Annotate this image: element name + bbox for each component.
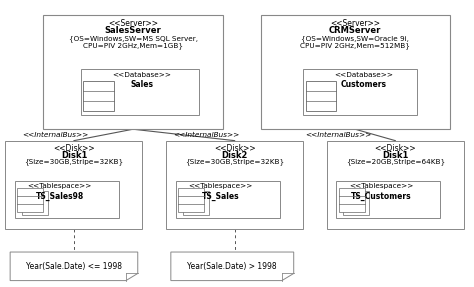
Text: TS_Sales: TS_Sales (201, 191, 239, 201)
Text: CPU=PIV 2GHz,Mem=1GB}: CPU=PIV 2GHz,Mem=1GB} (83, 42, 183, 49)
Text: <<InternalBus>>: <<InternalBus>> (22, 132, 88, 138)
Text: <<Server>>: <<Server>> (108, 19, 158, 28)
Text: <<Disk>>: <<Disk>> (374, 144, 416, 153)
Text: Sales: Sales (130, 80, 153, 89)
Text: Year(Sale.Date) <= 1998: Year(Sale.Date) <= 1998 (26, 262, 122, 271)
Text: TS_Customers: TS_Customers (351, 191, 411, 201)
Bar (175, 181, 280, 218)
Bar (182, 191, 209, 215)
Bar (327, 141, 464, 229)
Bar (22, 191, 48, 215)
Text: Disk2: Disk2 (221, 151, 248, 160)
Bar (83, 81, 114, 111)
Text: <<Tablespace>>: <<Tablespace>> (188, 183, 253, 189)
Text: Customers: Customers (341, 80, 387, 89)
Bar (261, 15, 450, 129)
Text: CPU=PIV 2GHz,Mem=512MB}: CPU=PIV 2GHz,Mem=512MB} (300, 42, 410, 49)
Bar (166, 141, 303, 229)
Bar (81, 69, 199, 115)
Text: TS_Sales98: TS_Sales98 (36, 191, 84, 201)
Text: Disk1: Disk1 (61, 151, 87, 160)
Text: {Size=20GB,Stripe=64KB}: {Size=20GB,Stripe=64KB} (346, 158, 445, 164)
Bar (15, 181, 119, 218)
Polygon shape (171, 252, 294, 281)
Bar (343, 191, 369, 215)
Text: Year(Sale.Date) > 1998: Year(Sale.Date) > 1998 (187, 262, 277, 271)
Bar (303, 69, 417, 115)
Bar (17, 188, 43, 212)
Text: <<Database>>: <<Database>> (334, 72, 393, 78)
Bar (338, 188, 365, 212)
Bar (306, 81, 336, 111)
Text: <<Disk>>: <<Disk>> (214, 144, 255, 153)
Text: <<Server>>: <<Server>> (330, 19, 380, 28)
Text: <<InternalBus>>: <<InternalBus>> (305, 132, 372, 138)
Text: <<Disk>>: <<Disk>> (53, 144, 95, 153)
Text: {Size=30GB,Stripe=32KB}: {Size=30GB,Stripe=32KB} (185, 158, 284, 164)
Text: <<Tablespace>>: <<Tablespace>> (27, 183, 92, 189)
Text: {OS=Windows,SW=MS SQL Server,: {OS=Windows,SW=MS SQL Server, (69, 35, 198, 42)
Text: SalesServer: SalesServer (105, 26, 162, 35)
Text: CRMServer: CRMServer (329, 26, 382, 35)
Bar (5, 141, 143, 229)
Polygon shape (10, 252, 138, 281)
Text: <<Database>>: <<Database>> (112, 72, 171, 78)
Text: <<Tablespace>>: <<Tablespace>> (349, 183, 413, 189)
Text: <<InternalBus>>: <<InternalBus>> (173, 132, 239, 138)
Text: Disk1: Disk1 (382, 151, 409, 160)
Bar (178, 188, 204, 212)
Bar (43, 15, 223, 129)
Bar (336, 181, 440, 218)
Text: {OS=Windows,SW=Oracle 9i,: {OS=Windows,SW=Oracle 9i, (301, 35, 409, 42)
Text: {Size=30GB,Stripe=32KB}: {Size=30GB,Stripe=32KB} (24, 158, 124, 164)
